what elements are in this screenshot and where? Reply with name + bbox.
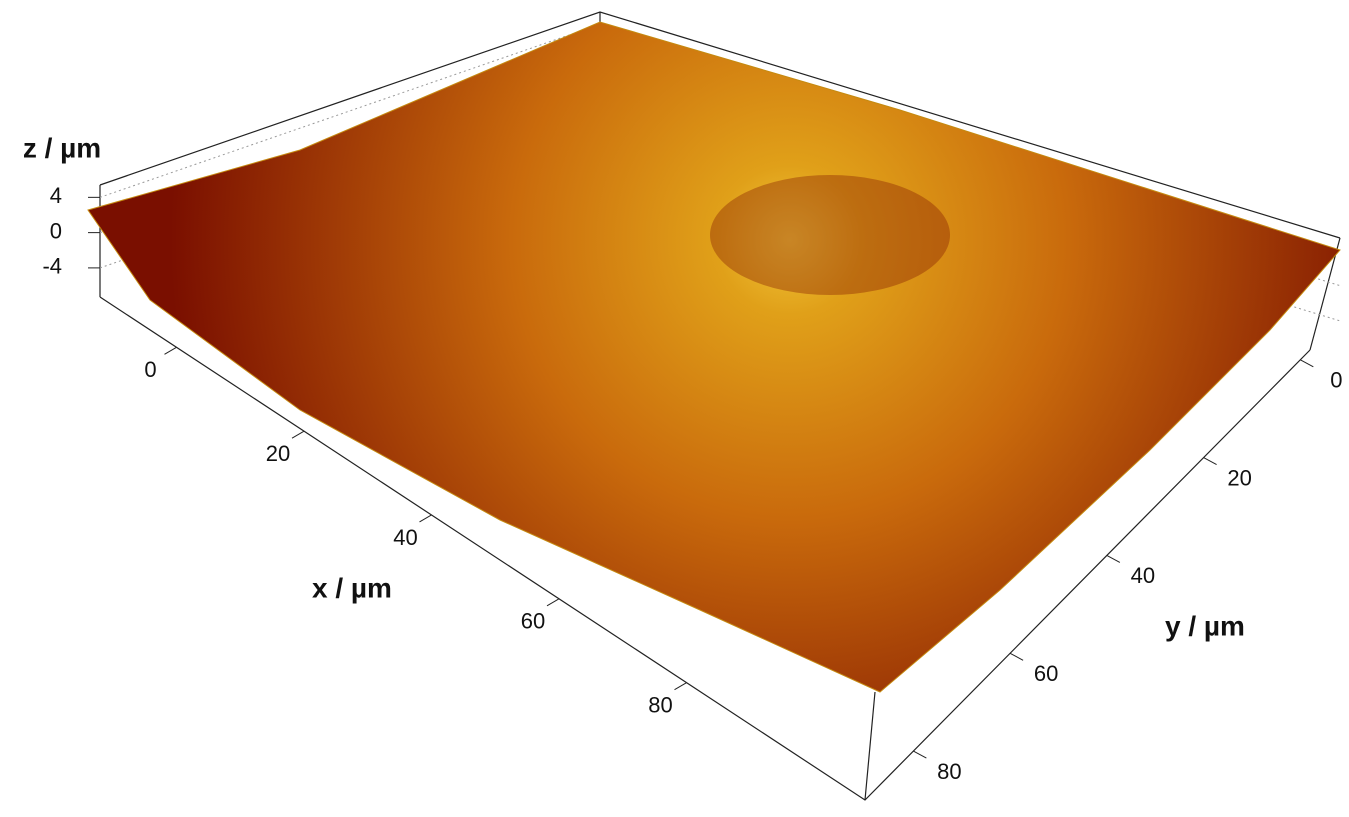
y-tick-label: 40 (1131, 563, 1155, 588)
y-tick (1009, 652, 1024, 661)
box-edge (1309, 237, 1341, 351)
box (99, 11, 1341, 351)
y-tick-label: 0 (1330, 368, 1342, 393)
y-tick-label: 60 (1034, 661, 1058, 686)
surface-pit (710, 175, 950, 295)
surface (87, 21, 1341, 693)
box-front (99, 296, 1311, 801)
box-edge (864, 691, 876, 801)
x-tick (546, 598, 560, 607)
x-tick (291, 430, 305, 439)
x-tick (674, 682, 687, 691)
x-tick-label: 0 (144, 357, 156, 382)
z-tick-label: 4 (50, 183, 62, 208)
y-axis-label: y / µm (1165, 610, 1245, 641)
z-tick-label: -4 (42, 254, 62, 279)
x-tick (419, 514, 432, 523)
y-tick (1203, 457, 1217, 466)
x-tick (164, 346, 177, 355)
y-tick (913, 750, 927, 759)
y-tick (1300, 359, 1314, 368)
y-tick-label: 20 (1227, 465, 1251, 490)
z-tick-label: 0 (50, 218, 62, 243)
x-axis-label: x / µm (312, 572, 392, 603)
grid-line (99, 23, 1341, 251)
x-tick-label: 20 (266, 441, 290, 466)
x-tick-label: 40 (393, 525, 417, 550)
y-tick (1106, 554, 1121, 563)
x-tick-label: 80 (648, 692, 672, 717)
z-axis-label: z / µm (23, 132, 101, 163)
x-tick-label: 60 (521, 609, 545, 634)
y-tick-label: 80 (937, 759, 961, 784)
